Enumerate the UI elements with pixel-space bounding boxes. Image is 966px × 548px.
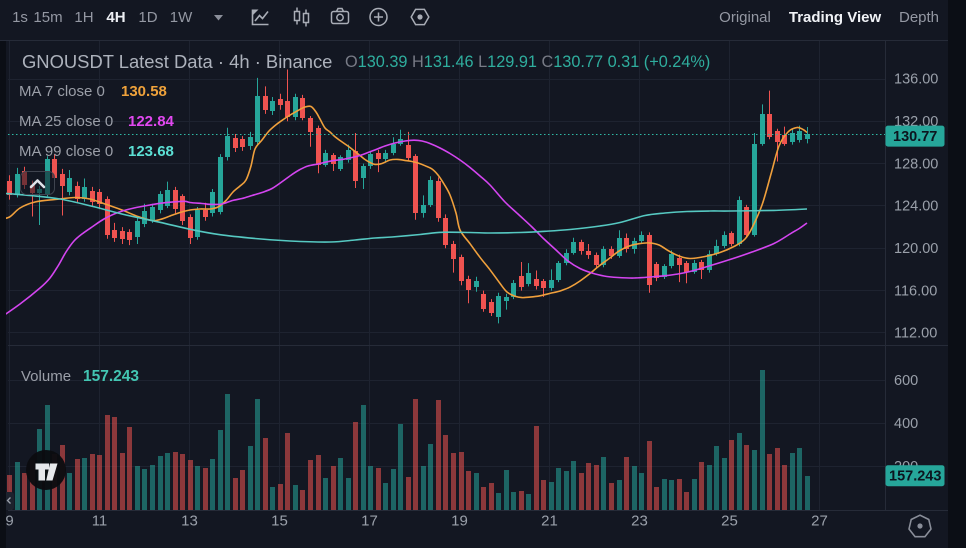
svg-text:15m: 15m: [33, 9, 62, 26]
svg-text:112.00: 112.00: [894, 326, 937, 342]
svg-text:Original: Original: [719, 9, 771, 26]
svg-text:MA 7 close 0: MA 7 close 0: [19, 83, 105, 100]
svg-text:1W: 1W: [170, 9, 193, 26]
svg-text:4H: 4H: [106, 9, 125, 26]
svg-text:17: 17: [361, 513, 378, 530]
svg-text:136.00: 136.00: [894, 72, 938, 88]
svg-text:157.243: 157.243: [83, 368, 139, 385]
svg-text:27: 27: [811, 513, 828, 530]
svg-text:1D: 1D: [138, 9, 157, 26]
svg-text:123.68: 123.68: [128, 143, 174, 160]
svg-text:157.243: 157.243: [889, 469, 941, 485]
svg-text:23: 23: [631, 513, 648, 530]
svg-text:O130.39 H131.46 L129.91 C130.7: O130.39 H131.46 L129.91 C130.77 0.31 (+0…: [345, 53, 710, 71]
svg-text:9: 9: [5, 513, 13, 530]
svg-text:1s: 1s: [12, 9, 28, 26]
svg-text:122.84: 122.84: [128, 113, 175, 130]
svg-text:Trading View: Trading View: [789, 9, 882, 26]
svg-text:116.00: 116.00: [894, 283, 937, 299]
svg-text:19: 19: [451, 513, 468, 530]
svg-text:120.00: 120.00: [894, 241, 938, 257]
svg-text:130.77: 130.77: [893, 129, 937, 145]
svg-text:21: 21: [541, 513, 558, 530]
svg-text:11: 11: [92, 513, 108, 530]
svg-text:128.00: 128.00: [894, 156, 938, 172]
svg-text:Volume: Volume: [21, 368, 71, 385]
svg-text:13: 13: [181, 513, 198, 530]
svg-text:GNOUSDT Latest Data · 4h · Bin: GNOUSDT Latest Data · 4h · Binance: [22, 51, 332, 72]
svg-text:1H: 1H: [74, 9, 93, 26]
svg-text:124.00: 124.00: [894, 199, 938, 215]
svg-text:130.58: 130.58: [121, 83, 167, 100]
svg-text:15: 15: [271, 513, 288, 530]
svg-text:25: 25: [721, 513, 738, 530]
svg-text:MA 25 close 0: MA 25 close 0: [19, 113, 113, 130]
svg-text:600: 600: [894, 373, 918, 389]
svg-text:MA 99 close 0: MA 99 close 0: [19, 143, 113, 160]
svg-text:Depth: Depth: [899, 9, 939, 26]
svg-text:400: 400: [894, 416, 918, 432]
